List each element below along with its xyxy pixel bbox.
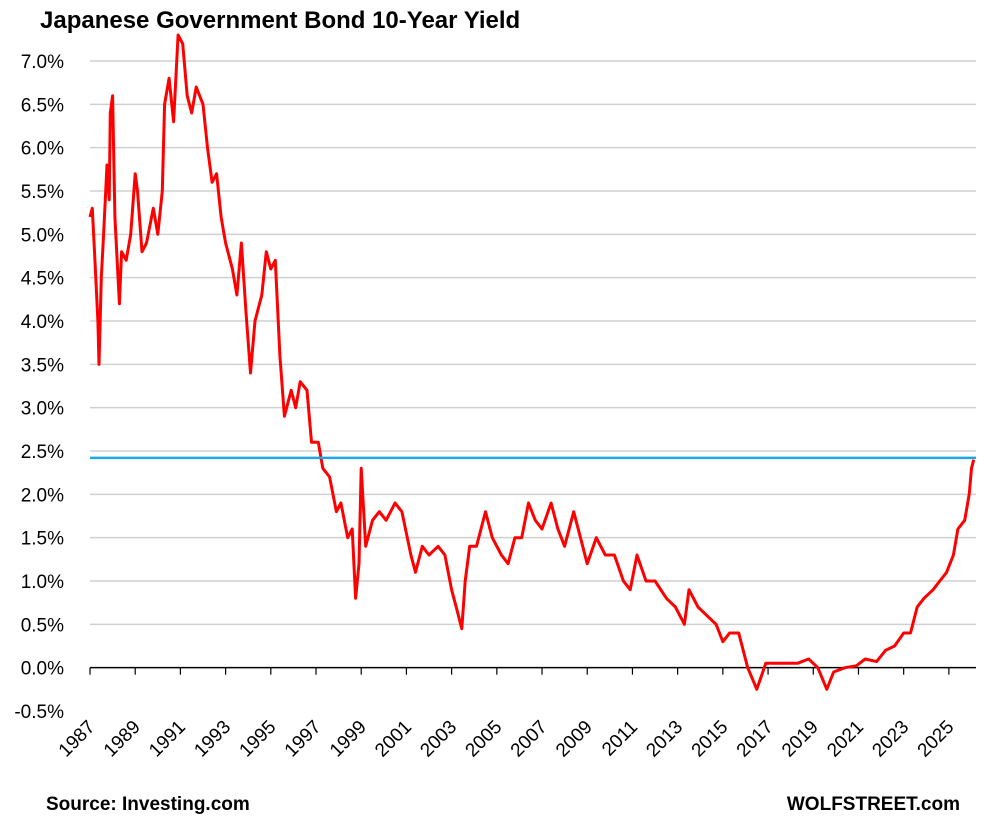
y-tick-label: 2.0% [21, 485, 64, 506]
y-tick-label: 0.0% [21, 659, 64, 680]
y-tick-label: 0.5% [21, 615, 64, 636]
x-tick-label: 1999 [326, 717, 371, 762]
y-tick-label: 1.5% [21, 529, 64, 550]
y-tick-label: 1.0% [21, 572, 64, 593]
x-tick-label: 2007 [507, 717, 552, 762]
x-tick-label: 1987 [55, 717, 100, 762]
y-tick-label: 5.0% [21, 225, 64, 246]
brand: WOLFSTREET.com [787, 794, 960, 815]
y-tick-label: -0.5% [14, 702, 64, 723]
x-tick-label: 2021 [823, 717, 868, 762]
y-tick-label: 4.5% [21, 269, 64, 290]
y-tick-label: 6.0% [21, 139, 64, 160]
y-tick-label: 3.0% [21, 399, 64, 420]
x-tick-label: 1989 [100, 717, 145, 762]
x-tick-label: 2019 [778, 717, 823, 762]
x-tick-label: 2015 [688, 717, 733, 762]
yield-line [88, 33, 976, 691]
source: Source: Investing.com [46, 794, 250, 815]
x-tick-label: 2003 [416, 717, 461, 762]
x-tick-label: 1993 [190, 717, 235, 762]
x-tick-label: 1995 [236, 717, 281, 762]
x-tick-label: 2017 [733, 717, 778, 762]
x-tick-label: 2005 [462, 717, 507, 762]
y-tick-label: 2.5% [21, 442, 64, 463]
x-tick-label: 2023 [868, 717, 913, 762]
y-tick-label: 7.0% [21, 52, 64, 73]
x-tick-label: 2025 [914, 717, 959, 762]
chart-title: Japanese Government Bond 10-Year Yield [40, 7, 520, 34]
x-tick-label: 2013 [642, 717, 687, 762]
x-tick-label: 2009 [552, 717, 597, 762]
x-tick-label: 2001 [371, 717, 416, 762]
y-tick-label: 3.5% [21, 355, 64, 376]
y-tick-label: 5.5% [21, 182, 64, 203]
x-tick-label: 1997 [281, 717, 326, 762]
x-tick-label: 2011 [598, 717, 642, 761]
y-tick-label: 6.5% [21, 95, 64, 116]
y-tick-label: 4.0% [21, 312, 64, 333]
x-tick-label: 1991 [145, 717, 190, 762]
